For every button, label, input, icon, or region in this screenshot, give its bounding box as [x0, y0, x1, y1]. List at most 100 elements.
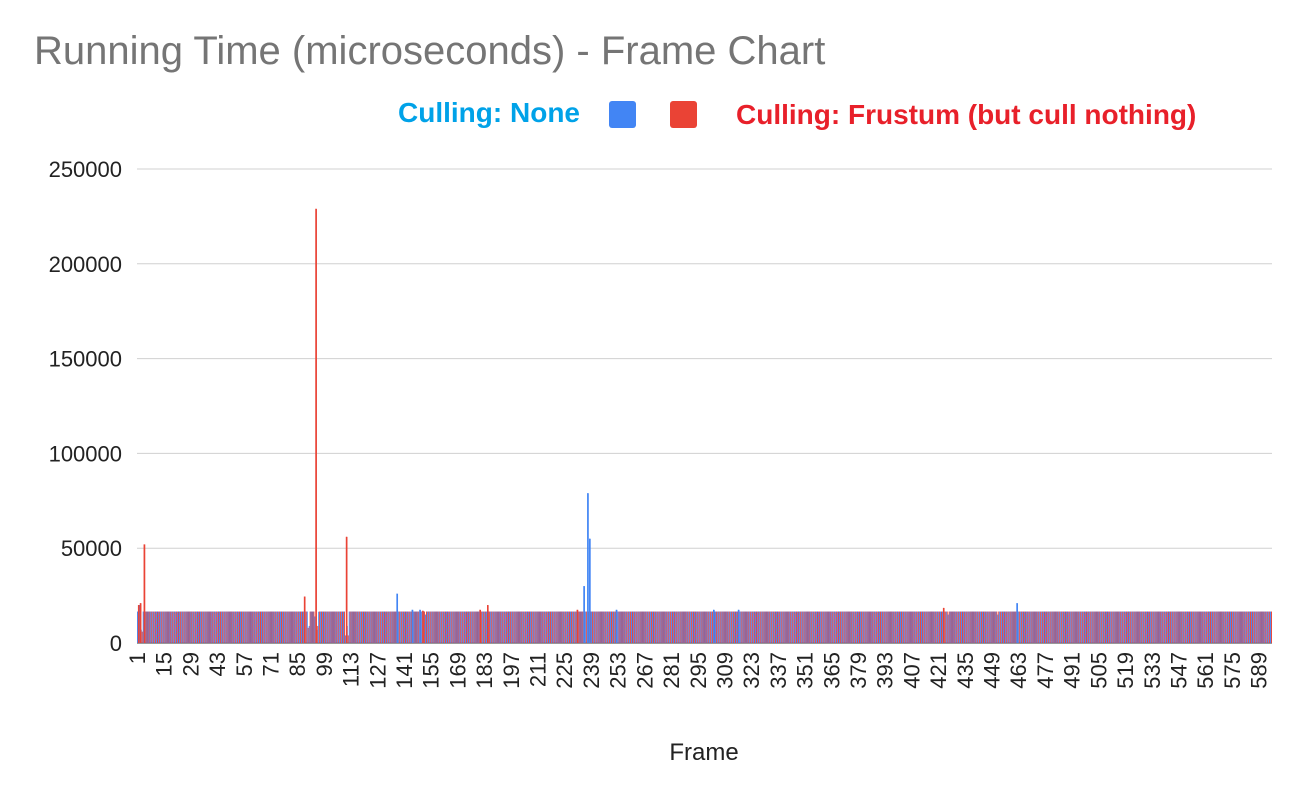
- bar-culling-none: [142, 611, 144, 643]
- bar-culling-none: [924, 611, 926, 643]
- bar-culling-frustum: [198, 611, 200, 643]
- bar-culling-frustum: [1005, 611, 1007, 643]
- bar-culling-none: [451, 611, 453, 643]
- bar-culling-none: [838, 611, 840, 643]
- bar-culling-frustum: [859, 611, 860, 643]
- bar-culling-frustum: [471, 611, 473, 643]
- bar-culling-frustum: [385, 611, 387, 643]
- bar-culling-frustum: [309, 611, 311, 643]
- bar-culling-none: [281, 611, 283, 643]
- bar-culling-none: [1001, 611, 1003, 643]
- bar-culling-frustum: [254, 611, 256, 643]
- bar-culling-none: [383, 611, 385, 643]
- bar-culling-none: [1090, 611, 1092, 643]
- bar-culling-none: [659, 611, 661, 643]
- bar-culling-frustum: [458, 611, 460, 643]
- bar-culling-none: [903, 611, 905, 643]
- bar-culling-none: [405, 611, 407, 643]
- bar-culling-frustum: [443, 611, 445, 643]
- bar-culling-none: [1153, 611, 1155, 643]
- bar-culling-frustum: [334, 611, 336, 643]
- legend: Culling: None Culling: Frustum (but cull…: [398, 97, 1196, 130]
- bar-culling-none: [1148, 611, 1149, 643]
- bar-culling-none: [182, 611, 184, 643]
- bar-culling-frustum: [488, 611, 490, 643]
- bar-culling-none: [440, 611, 442, 643]
- x-tick-label: 393: [873, 652, 898, 689]
- bar-culling-frustum: [361, 611, 363, 643]
- bar-culling-frustum: [1072, 611, 1074, 643]
- bar-culling-none: [1113, 611, 1115, 643]
- bar-culling-none: [432, 611, 434, 643]
- bar-culling-frustum: [195, 611, 197, 643]
- bar-culling-frustum: [1097, 611, 1099, 643]
- x-tick-label: 519: [1113, 652, 1138, 689]
- bar-culling-none: [461, 611, 463, 643]
- bar-culling-none: [753, 611, 755, 643]
- bar-culling-frustum: [748, 611, 750, 643]
- bar-culling-none: [514, 611, 516, 643]
- bar-culling-none: [686, 611, 688, 643]
- bar-culling-none: [829, 611, 831, 643]
- spike-culling-none: [589, 538, 591, 643]
- bar-culling-none: [1018, 611, 1020, 643]
- bar-culling-none: [549, 611, 550, 643]
- bar-culling-none: [848, 611, 850, 643]
- bar-culling-none: [913, 611, 915, 643]
- bar-culling-none: [1062, 611, 1064, 643]
- bar-culling-none: [697, 611, 699, 643]
- bar-culling-frustum: [263, 611, 265, 643]
- bar-culling-none: [1006, 611, 1008, 643]
- bar-culling-none: [1065, 611, 1067, 643]
- bar-culling-frustum: [307, 627, 309, 643]
- bar-culling-frustum: [366, 611, 368, 643]
- bar-culling-none: [421, 611, 423, 643]
- bar-culling-none: [224, 611, 226, 643]
- bar-culling-frustum: [941, 611, 942, 643]
- bar-culling-none: [169, 611, 171, 643]
- bar-culling-none: [152, 611, 154, 643]
- bar-culling-none: [264, 611, 266, 643]
- bar-culling-none: [699, 611, 701, 643]
- bar-culling-frustum: [950, 611, 952, 643]
- bar-culling-none: [669, 611, 671, 643]
- bar-culling-none: [348, 611, 350, 643]
- bar-culling-frustum: [1238, 611, 1240, 643]
- bar-culling-none: [1252, 611, 1254, 643]
- bar-culling-frustum: [1173, 611, 1175, 643]
- bar-culling-none: [888, 611, 890, 643]
- bar-culling-none: [682, 611, 684, 643]
- bar-culling-frustum: [700, 611, 702, 643]
- x-tick-label: 1: [125, 652, 150, 664]
- bar-culling-none: [442, 611, 444, 643]
- bar-culling-frustum: [740, 611, 742, 643]
- bar-culling-none: [520, 611, 522, 643]
- x-tick-label: 85: [285, 652, 310, 676]
- bar-culling-frustum: [918, 611, 920, 643]
- x-tick-label: 99: [312, 652, 337, 676]
- bar-culling-frustum: [1219, 611, 1221, 643]
- x-tick-label: 225: [552, 652, 577, 689]
- bar-culling-frustum: [847, 611, 849, 643]
- bar-culling-none: [938, 611, 940, 643]
- bar-culling-none: [835, 611, 837, 643]
- bar-culling-none: [539, 611, 541, 643]
- bar-culling-none: [856, 611, 858, 643]
- bar-culling-none: [364, 611, 365, 643]
- bar-culling-frustum: [197, 611, 199, 643]
- bar-culling-none: [928, 611, 930, 643]
- bar-culling-frustum: [342, 611, 344, 643]
- bar-culling-none: [215, 611, 217, 643]
- bar-culling-frustum: [492, 611, 494, 643]
- spike-culling-none: [583, 586, 585, 643]
- bar-culling-frustum: [851, 611, 853, 643]
- bar-culling-none: [756, 611, 758, 643]
- bar-culling-none: [596, 611, 598, 643]
- bar-culling-frustum: [456, 611, 458, 643]
- bar-culling-none: [608, 611, 610, 643]
- bar-culling-frustum: [1177, 611, 1179, 643]
- bar-culling-none: [455, 611, 457, 643]
- bar-culling-none: [1048, 611, 1050, 643]
- bar-culling-frustum: [477, 611, 479, 643]
- bar-culling-frustum: [1139, 611, 1141, 643]
